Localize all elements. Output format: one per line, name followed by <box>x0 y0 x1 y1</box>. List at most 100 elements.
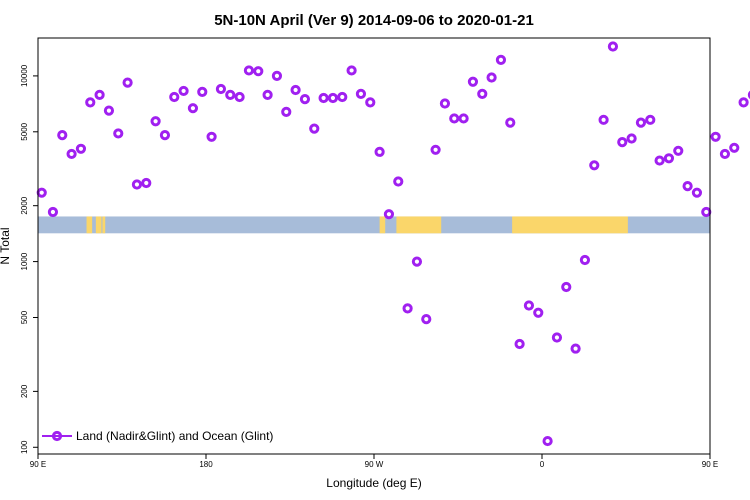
data-point <box>617 137 628 148</box>
data-point <box>645 114 656 125</box>
data-point <box>383 209 395 220</box>
data-point <box>187 103 199 114</box>
data-point <box>131 179 143 190</box>
data-point <box>122 77 133 88</box>
data-point <box>159 129 171 141</box>
data-point <box>243 65 255 76</box>
data-point <box>103 105 115 116</box>
y-tick-label: 1000 <box>20 252 29 270</box>
data-point <box>691 187 703 198</box>
x-tick-label: 0 <box>540 460 545 469</box>
data-point <box>701 206 712 218</box>
data-point <box>514 338 525 350</box>
data-point <box>150 116 161 127</box>
data-point <box>299 94 311 105</box>
data-point <box>551 332 563 343</box>
data-point <box>47 206 59 218</box>
data-point <box>533 307 544 318</box>
y-tick-label: 500 <box>20 310 29 324</box>
data-point <box>439 98 451 109</box>
x-tick-label: 90 E <box>702 460 718 469</box>
data-point <box>75 143 87 154</box>
y-tick-label: 5000 <box>20 122 29 140</box>
data-point <box>66 148 77 160</box>
map-land-segment <box>379 216 386 234</box>
chart-title: 5N-10N April (Ver 9) 2014-09-06 to 2020-… <box>214 12 534 29</box>
map-land-segment <box>396 216 442 234</box>
data-point <box>486 72 497 83</box>
map-land-segment <box>512 216 628 234</box>
data-point <box>710 131 721 142</box>
y-axis: 100 200 500 1000 2000 5000 10000 <box>20 64 38 454</box>
data-point <box>607 41 619 52</box>
legend-marker-icon <box>51 430 63 442</box>
data-point <box>579 254 591 266</box>
data-point <box>729 142 740 153</box>
data-point <box>654 155 665 166</box>
x-axis: 90 E 180 90 W 0 90 E <box>30 454 718 469</box>
data-point <box>365 97 376 108</box>
data-point <box>327 92 339 104</box>
data-point <box>169 91 180 103</box>
legend-label: Land (Nadir&Glint) and Ocean (Glint) <box>76 429 273 443</box>
data-point <box>673 145 684 156</box>
data-point <box>738 97 749 108</box>
data-point <box>113 128 124 139</box>
data-point <box>663 153 675 164</box>
data-point <box>626 133 637 144</box>
data-point <box>402 303 413 314</box>
data-point <box>393 176 404 187</box>
data-point <box>271 70 283 82</box>
data-points <box>36 41 750 447</box>
world-map-strip <box>38 216 710 234</box>
data-point <box>234 91 245 103</box>
data-point <box>225 89 236 101</box>
x-tick-label: 90 E <box>30 460 46 469</box>
data-point <box>309 123 320 134</box>
data-point <box>635 117 647 128</box>
data-point <box>346 65 357 76</box>
data-point <box>523 300 535 311</box>
data-point <box>719 148 731 160</box>
data-point <box>197 86 208 98</box>
x-tick-label: 180 <box>199 460 213 469</box>
data-point <box>477 88 488 99</box>
data-point <box>57 129 68 141</box>
data-point <box>747 90 750 100</box>
data-point <box>215 83 227 95</box>
x-tick-label: 90 W <box>365 460 384 469</box>
data-point <box>495 54 507 65</box>
y-axis-label: N Total <box>0 227 12 264</box>
x-axis-label: Longitude (deg E) <box>326 476 421 490</box>
data-point <box>430 144 441 155</box>
data-point <box>178 85 189 97</box>
data-point <box>85 97 96 108</box>
data-point <box>682 181 693 192</box>
data-point <box>421 314 432 325</box>
data-point <box>411 256 423 267</box>
data-point <box>570 343 581 354</box>
y-tick-label: 100 <box>20 440 29 454</box>
data-point <box>589 160 600 171</box>
data-point <box>467 76 479 87</box>
data-point <box>141 177 152 189</box>
data-point <box>36 187 47 198</box>
data-point <box>337 91 348 103</box>
y-tick-label: 10000 <box>20 64 29 87</box>
data-point <box>542 435 553 447</box>
map-land-segment <box>95 216 102 234</box>
data-point <box>505 117 516 128</box>
map-land-segment <box>102 216 106 234</box>
y-tick-label: 200 <box>20 384 29 398</box>
data-point <box>355 88 367 99</box>
data-point <box>253 66 264 77</box>
y-tick-label: 2000 <box>20 196 29 214</box>
data-point <box>281 106 292 117</box>
data-point <box>449 113 460 124</box>
data-point <box>458 113 469 124</box>
data-point <box>374 146 385 157</box>
data-point <box>206 131 217 142</box>
data-point <box>598 114 609 125</box>
data-point <box>561 281 572 293</box>
